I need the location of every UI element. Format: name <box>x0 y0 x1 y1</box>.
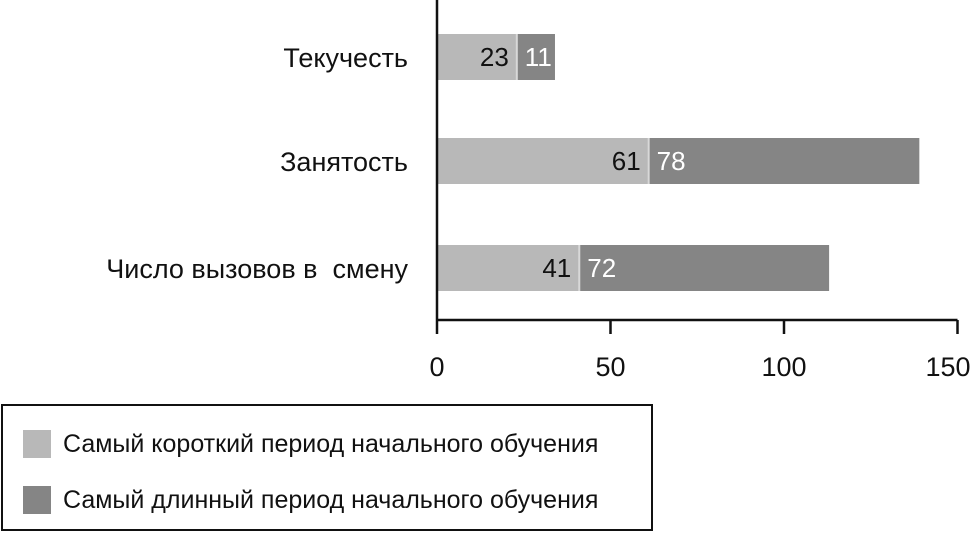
category-label: Текучесть <box>283 43 408 73</box>
category-label: Число вызовов в смену <box>106 254 408 284</box>
bar-short-0 <box>437 34 517 80</box>
bar-value-label: 61 <box>612 146 641 176</box>
x-axis: 0 50 100 150 <box>429 0 971 382</box>
bar-value-label: 23 <box>480 42 509 72</box>
x-tick-label: 150 <box>925 352 970 382</box>
bar-value-label: 41 <box>542 253 571 283</box>
bar-value-label: 72 <box>587 253 616 283</box>
bar-value-label: 11 <box>525 42 552 72</box>
category-label: Занятость <box>280 147 408 177</box>
legend-item-short: Самый короткий период начального обучени… <box>23 426 598 462</box>
bar-long-0 <box>516 34 555 80</box>
bar-short-1 <box>437 138 649 184</box>
x-tick-label: 100 <box>761 352 806 382</box>
legend: Самый короткий период начального обучени… <box>1 404 653 531</box>
segment-divider <box>647 138 650 184</box>
x-tick-label: 50 <box>595 352 625 382</box>
bar-long-2 <box>579 245 830 291</box>
segment-divider <box>578 245 581 291</box>
legend-label-short: Самый короткий период начального обучени… <box>63 429 599 458</box>
bar-value-label: 78 <box>657 146 686 176</box>
legend-label-long: Самый длинный период начального обучения <box>63 485 599 514</box>
legend-item-long: Самый длинный период начального обучения <box>23 482 598 518</box>
legend-swatch-short <box>23 430 51 458</box>
bars-layer: 23 11 61 78 41 72 <box>437 34 920 291</box>
bar-short-2 <box>437 245 580 291</box>
legend-swatch-long <box>23 486 51 514</box>
category-labels: Текучесть Занятость Число вызовов в смену <box>106 43 408 284</box>
segment-divider <box>515 34 518 80</box>
bar-long-1 <box>648 138 920 184</box>
x-tick-label: 0 <box>429 352 444 382</box>
